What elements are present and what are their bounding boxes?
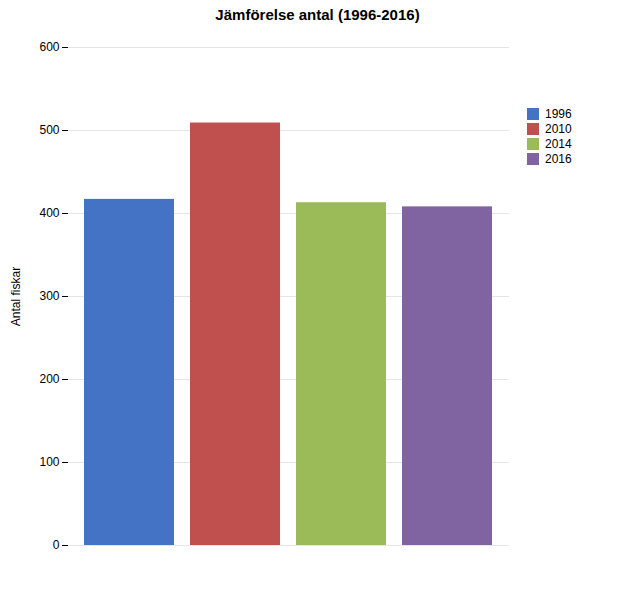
html-text:2014: 2014 — [545, 137, 572, 151]
svg-text:200: 200 — [39, 372, 59, 386]
html-text:2016: 2016 — [545, 152, 572, 166]
svg-text:400: 400 — [39, 206, 59, 220]
html-text:1996: 1996 — [545, 107, 572, 121]
svg-text:600: 600 — [39, 40, 59, 54]
svg-text:100: 100 — [39, 455, 59, 469]
svg-text:300: 300 — [39, 289, 59, 303]
html-text:2010: 2010 — [545, 122, 572, 136]
svg-text:500: 500 — [39, 123, 59, 137]
svg-text:Antal fiskar: Antal fiskar — [9, 267, 23, 326]
svg-text:0: 0 — [53, 538, 60, 552]
html-text:Jämförelse antal (1996-2016): Jämförelse antal (1996-2016) — [215, 6, 420, 23]
